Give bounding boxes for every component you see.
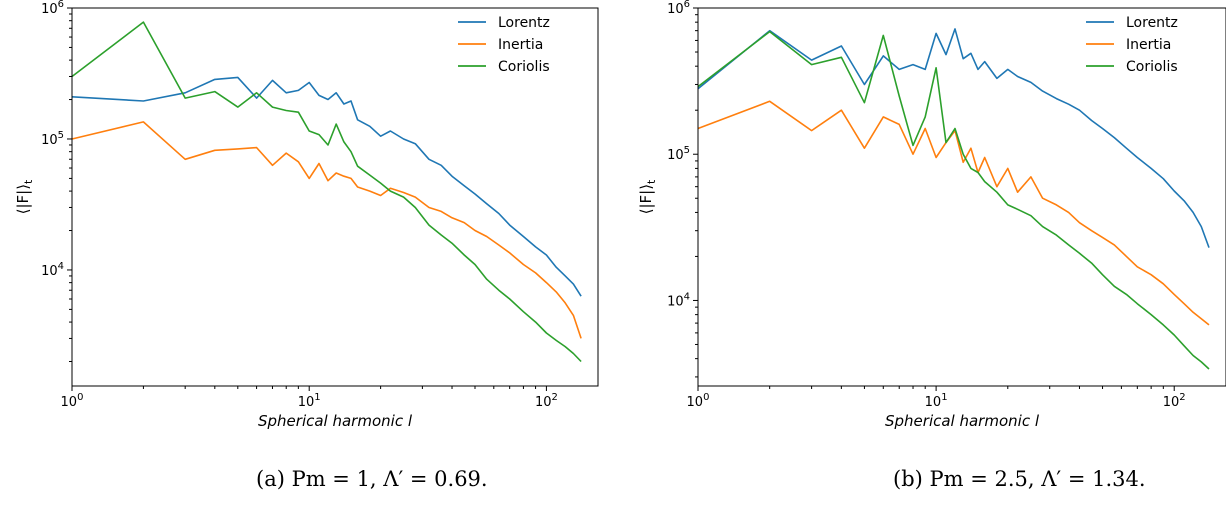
x-tick-label: 102 bbox=[535, 392, 558, 410]
x-tick-label: 101 bbox=[298, 392, 321, 410]
legend-label-coriolis: Coriolis bbox=[498, 59, 550, 75]
series-line-lorentz bbox=[697, 28, 1210, 248]
chart-panel-b: 100 101 102 104 105 106 Spherical harmonic l ⟨|… bbox=[637, 0, 1226, 491]
series-line-coriolis bbox=[697, 30, 1210, 370]
legend-label-lorentz: Lorentz bbox=[1126, 15, 1178, 31]
x-tick-label: 101 bbox=[925, 392, 948, 410]
x-tick-label: 100 bbox=[61, 392, 84, 410]
y-tick-label: 104 bbox=[667, 291, 690, 309]
series-line-lorentz bbox=[71, 76, 582, 297]
legend-label-lorentz: Lorentz bbox=[498, 15, 550, 31]
y-axis-label: ⟨|F|⟩t bbox=[637, 179, 658, 214]
plot-frame bbox=[71, 7, 599, 387]
y-tick-label: 104 bbox=[41, 261, 64, 279]
series-line-coriolis bbox=[71, 21, 582, 363]
y-tick-label: 106 bbox=[41, 0, 64, 17]
legend-label-inertia: Inertia bbox=[1126, 37, 1171, 53]
series-line-inertia bbox=[71, 121, 582, 339]
x-axis-label: Spherical harmonic l bbox=[258, 412, 413, 430]
y-axis-label: ⟨|F|⟩t bbox=[14, 179, 35, 214]
series-line-inertia bbox=[697, 100, 1210, 326]
chart-panel-a: 100 101 102 104 105 106 Spherical harmonic l ⟨|… bbox=[14, 0, 599, 491]
legend-label-coriolis: Coriolis bbox=[1126, 59, 1178, 75]
x-tick-label: 102 bbox=[1163, 392, 1186, 410]
y-tick-label: 106 bbox=[667, 0, 690, 17]
y-tick-label: 105 bbox=[667, 145, 690, 163]
x-tick-label: 100 bbox=[687, 392, 710, 410]
legend-label-inertia: Inertia bbox=[498, 37, 543, 53]
x-axis-label: Spherical harmonic l bbox=[885, 412, 1040, 430]
y-tick-label: 105 bbox=[41, 130, 64, 148]
figure-caption: (b) Pm = 2.5, Λ′ = 1.34. bbox=[893, 467, 1146, 491]
plot-frame bbox=[697, 7, 1226, 387]
figure-caption: (a) Pm = 1, Λ′ = 0.69. bbox=[256, 467, 488, 491]
